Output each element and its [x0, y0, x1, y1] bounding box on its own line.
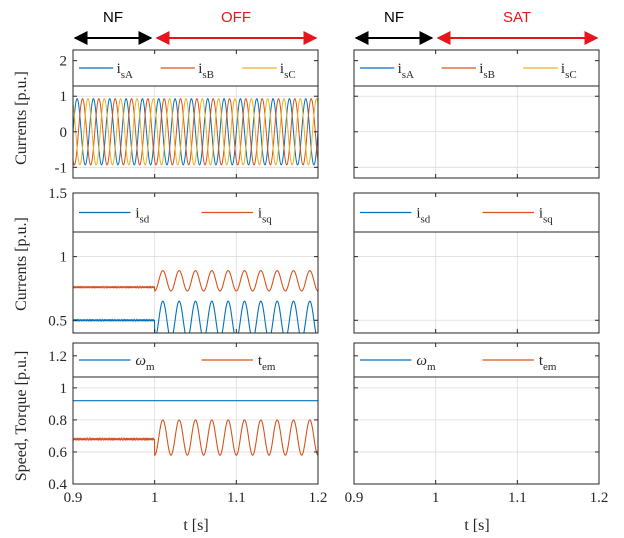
xtick-label-1: 1 — [432, 490, 440, 506]
series-tem — [354, 383, 599, 492]
legend-box — [353, 49, 600, 87]
series-group — [73, 98, 318, 166]
ytick-label-2: 0.8 — [48, 413, 67, 429]
legend-label-1: tem — [539, 353, 557, 373]
series-isC — [73, 98, 318, 166]
ytick-label-3: 0.6 — [48, 445, 67, 461]
series-isB — [73, 98, 318, 166]
ytick-label-0: 2 — [60, 54, 68, 70]
series-isd — [354, 250, 599, 321]
xtick-label-0: 0.9 — [64, 490, 83, 506]
legend-label-0: ωm — [135, 353, 155, 373]
axes-box — [353, 192, 600, 334]
panel-dq-currents-sat: isd isq — [353, 192, 600, 334]
xtick-label-3: 1.2 — [590, 490, 609, 506]
xlabel-left: t [s] — [183, 517, 208, 534]
axes-box — [72, 342, 319, 485]
series-group — [73, 270, 318, 333]
off-label: OFF — [221, 9, 251, 26]
xlabel-right: t [s] — [464, 517, 489, 534]
nf-label-right: NF — [384, 9, 404, 26]
series-isC — [354, 91, 599, 175]
legend-label-1: isq — [539, 206, 553, 226]
axes-box — [353, 49, 600, 179]
panel-speed-torque-sat: ωm tem 0.9 1 1.1 1.2 — [345, 342, 609, 506]
legend-label-2: isC — [561, 61, 577, 81]
legend-label-0: isA — [398, 61, 414, 81]
series-isA — [73, 98, 318, 166]
legend-label-0: isA — [117, 61, 133, 81]
ytick-label-2: 0.5 — [48, 313, 67, 329]
legend-label-2: isC — [280, 61, 296, 81]
xtick-label-0: 0.9 — [345, 490, 364, 506]
panel-phase-currents-sat: isA isB isC — [353, 49, 600, 179]
ylabel-phase-currents: Currents [p.u.] — [13, 71, 30, 165]
nf-label-left: NF — [103, 9, 123, 26]
axes-box — [72, 49, 319, 179]
legend-label-1: isB — [198, 61, 214, 81]
xtick-label-2: 1.1 — [508, 490, 527, 506]
ylabel-speed-torque: Speed, Torque [p.u.] — [13, 351, 30, 482]
sat-label: SAT — [503, 9, 531, 26]
region-arrows-left: NF OFF — [73, 9, 318, 45]
series-isB — [354, 90, 599, 176]
series-group — [354, 383, 599, 492]
ytick-label-0: 1.5 — [48, 186, 67, 202]
series-group — [354, 247, 599, 321]
series-isq — [73, 270, 318, 292]
series-group — [73, 400, 318, 456]
ytick-label-4: 0.4 — [48, 477, 67, 493]
ytick-label-1: 1 — [60, 381, 68, 397]
ytick-label-2: 0 — [60, 125, 68, 141]
ytick-label-1: 1 — [60, 250, 68, 266]
series-tem — [73, 419, 318, 456]
legend-label-1: isq — [258, 206, 272, 226]
xtick-label-1: 1 — [151, 490, 159, 506]
ylabel-dq-currents: Currents [p.u.] — [13, 217, 30, 311]
ytick-label-3: -1 — [55, 160, 68, 176]
legend-label-1: tem — [258, 353, 276, 373]
xtick-label-3: 1.2 — [309, 490, 328, 506]
xtick-label-2: 1.1 — [227, 490, 246, 506]
legend-label-0: isd — [135, 206, 149, 226]
panel-speed-torque-off: ωm tem 1.2 1 0.8 0.6 0.40.9 1 1.1 1.2 — [48, 342, 328, 506]
series-isq — [354, 247, 599, 305]
panel-dq-currents-off: isd isq 1.5 1 0.5 — [48, 186, 319, 334]
series-isd — [73, 300, 317, 333]
legend-label-0: ωm — [416, 353, 436, 373]
legend-label-1: isB — [479, 61, 495, 81]
ytick-label-0: 1.2 — [48, 349, 67, 365]
axes-box — [353, 342, 600, 485]
region-arrows-right: NF SAT — [354, 9, 599, 45]
axes-box — [72, 192, 319, 334]
ytick-label-1: 1 — [60, 89, 68, 105]
panel-phase-currents-off: isA isB isC 2 1 0 -1 — [55, 49, 319, 179]
series-isA — [354, 88, 599, 173]
legend-label-0: isd — [416, 206, 430, 226]
